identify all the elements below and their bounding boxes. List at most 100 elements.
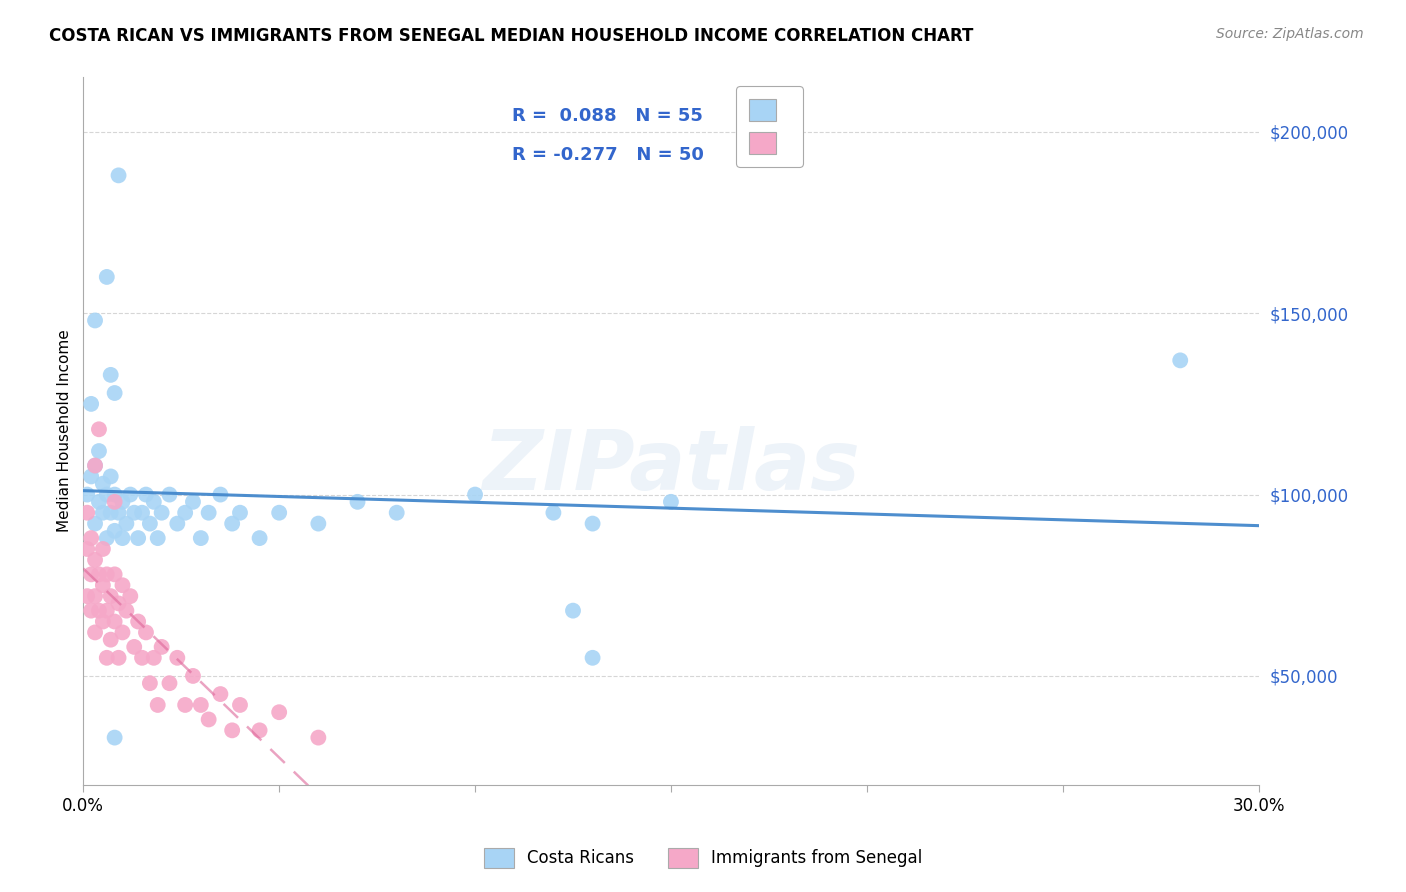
Point [84, 516, 107, 531]
Point [385, 506, 408, 520]
Point [307, 516, 329, 531]
Point [96, 604, 118, 618]
Point [115, 516, 138, 531]
Text: COSTA RICAN VS IMMIGRANTS FROM SENEGAL MEDIAN HOUSEHOLD INCOME CORRELATION CHART: COSTA RICAN VS IMMIGRANTS FROM SENEGAL M… [49, 27, 973, 45]
Point [659, 495, 682, 509]
Point [464, 487, 486, 501]
Point [269, 705, 291, 719]
Point [150, 640, 173, 654]
Point [135, 487, 157, 501]
Point [96, 650, 118, 665]
Point [87, 422, 110, 436]
Point [174, 506, 197, 520]
Text: R = -0.277   N = 50: R = -0.277 N = 50 [512, 146, 704, 164]
Point [307, 731, 329, 745]
Point [104, 487, 127, 501]
Text: Source: ZipAtlas.com: Source: ZipAtlas.com [1216, 27, 1364, 41]
Text: R =  0.088   N = 55: R = 0.088 N = 55 [512, 107, 703, 126]
Point [104, 567, 127, 582]
Text: ZIPatlas: ZIPatlas [482, 426, 860, 507]
Point [197, 713, 219, 727]
Point [96, 487, 118, 501]
Point [104, 615, 127, 629]
Point [346, 495, 368, 509]
Point [269, 506, 291, 520]
Point [84, 625, 107, 640]
Point [229, 698, 252, 712]
Point [100, 368, 122, 382]
Point [91, 541, 114, 556]
Point [80, 604, 103, 618]
Point [100, 469, 122, 483]
Point [80, 397, 103, 411]
Point [91, 615, 114, 629]
Point [197, 506, 219, 520]
Point [120, 487, 142, 501]
Point [87, 567, 110, 582]
Point [142, 495, 165, 509]
Point [139, 676, 162, 690]
Point [111, 531, 134, 545]
Point [107, 596, 129, 610]
Point [80, 567, 103, 582]
Point [543, 506, 565, 520]
Y-axis label: Median Household Income: Median Household Income [58, 330, 72, 533]
Point [166, 650, 188, 665]
Point [581, 650, 603, 665]
Point [104, 495, 127, 509]
Legend: , : , [737, 87, 803, 167]
Point [1168, 353, 1191, 368]
Point [139, 516, 162, 531]
Point [122, 506, 145, 520]
Point [96, 531, 118, 545]
Legend: Costa Ricans, Immigrants from Senegal: Costa Ricans, Immigrants from Senegal [477, 841, 929, 875]
Point [87, 495, 110, 509]
Point [111, 578, 134, 592]
Point [190, 698, 212, 712]
Point [181, 669, 204, 683]
Point [84, 313, 107, 327]
Point [127, 615, 149, 629]
Point [562, 604, 585, 618]
Point [111, 495, 134, 509]
Point [107, 650, 129, 665]
Point [181, 495, 204, 509]
Point [131, 506, 153, 520]
Point [100, 589, 122, 603]
Point [91, 506, 114, 520]
Point [100, 632, 122, 647]
Point [80, 469, 103, 483]
Point [76, 541, 98, 556]
Point [221, 516, 243, 531]
Point [104, 386, 127, 401]
Point [221, 723, 243, 738]
Point [120, 589, 142, 603]
Point [131, 650, 153, 665]
Point [142, 650, 165, 665]
Point [229, 506, 252, 520]
Point [76, 589, 98, 603]
Point [135, 625, 157, 640]
Point [249, 723, 271, 738]
Point [166, 516, 188, 531]
Point [209, 487, 232, 501]
Point [104, 731, 127, 745]
Point [84, 553, 107, 567]
Point [159, 487, 181, 501]
Point [96, 567, 118, 582]
Point [146, 698, 169, 712]
Point [249, 531, 271, 545]
Point [91, 578, 114, 592]
Point [115, 604, 138, 618]
Point [76, 506, 98, 520]
Point [104, 524, 127, 538]
Point [76, 487, 98, 501]
Point [127, 531, 149, 545]
Point [150, 506, 173, 520]
Point [111, 625, 134, 640]
Point [174, 698, 197, 712]
Point [100, 506, 122, 520]
Point [91, 476, 114, 491]
Point [107, 169, 129, 183]
Point [87, 444, 110, 458]
